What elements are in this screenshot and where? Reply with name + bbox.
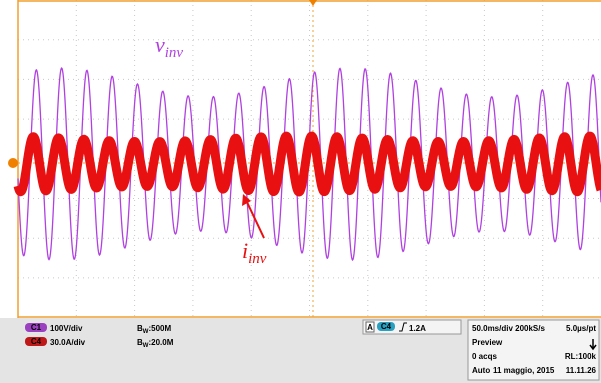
time: 11.11.26: [566, 366, 597, 375]
trigger-level: 1.2A: [409, 324, 426, 333]
acqs: 0 acqs: [472, 352, 497, 361]
v-label-sub: inv: [165, 45, 184, 61]
badge-text: C1: [31, 323, 42, 332]
trigger-mode: A: [367, 323, 373, 332]
trigger-source: C4: [381, 322, 392, 331]
status: Preview: [472, 338, 503, 347]
acq-mode: Auto: [472, 366, 490, 375]
ground-marker: [8, 158, 18, 168]
scale: 30.0A/div: [50, 338, 86, 347]
timebase-scale: 50.0ms/div 200kS/s: [472, 324, 545, 333]
bw-value: :500M: [148, 324, 171, 333]
date: 11 maggio, 2015: [493, 366, 555, 375]
v-label-main: v: [155, 32, 165, 57]
resolution: 5.0µs/pt: [566, 324, 596, 333]
timebase-box: 50.0ms/div 200kS/s 5.0µs/pt Preview 0 ac…: [468, 320, 599, 380]
trigger-box: A C4 1.2A: [363, 320, 461, 334]
scope-screenshot: vinv iinv C1 100V/div BW:500M C4 30.0A/d…: [0, 0, 601, 383]
scale: 100V/div: [50, 324, 83, 333]
badge-text: C4: [31, 337, 42, 346]
bw-value: :20.0M: [148, 338, 173, 347]
record-length: RL:100k: [565, 352, 597, 361]
i-label-sub: inv: [248, 251, 267, 267]
